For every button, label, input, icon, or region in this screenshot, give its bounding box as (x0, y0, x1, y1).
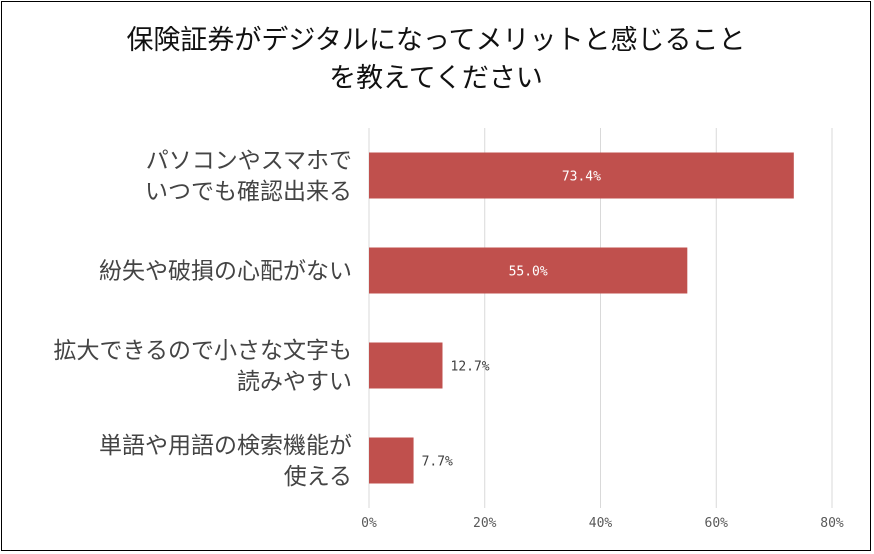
chart-title: 保険証券がデジタルになってメリットと感じること を教えてください (0, 22, 872, 98)
category-label: 紛失や破損の心配がない (99, 259, 352, 285)
bar (369, 342, 443, 389)
data-label: 73.4% (562, 170, 601, 185)
bar (369, 152, 794, 199)
category-label: 読みやすい (237, 369, 352, 395)
chart-title-line-1: 保険証券がデジタルになってメリットと感じること (126, 25, 746, 56)
data-label: 55.0% (509, 265, 548, 280)
bar (369, 437, 414, 484)
category-label: 単語や用語の検索機能が (99, 433, 352, 459)
category-label: 使える (284, 464, 352, 490)
x-tick-label: 0% (361, 516, 377, 531)
x-tick-label: 60% (705, 516, 729, 531)
x-tick-label: 80% (820, 516, 844, 531)
data-label: 12.7% (451, 360, 490, 375)
category-label: 拡大できるので小さな文字も (53, 338, 352, 364)
category-label: パソコンやスマホで (146, 148, 352, 174)
data-label: 7.7% (422, 455, 453, 470)
x-tick-label: 40% (589, 516, 613, 531)
bar (369, 247, 688, 294)
x-tick-label: 20% (473, 516, 497, 531)
chart-title-line-2: を教えてください (329, 63, 543, 94)
category-label: いつでも確認出来る (145, 179, 352, 205)
